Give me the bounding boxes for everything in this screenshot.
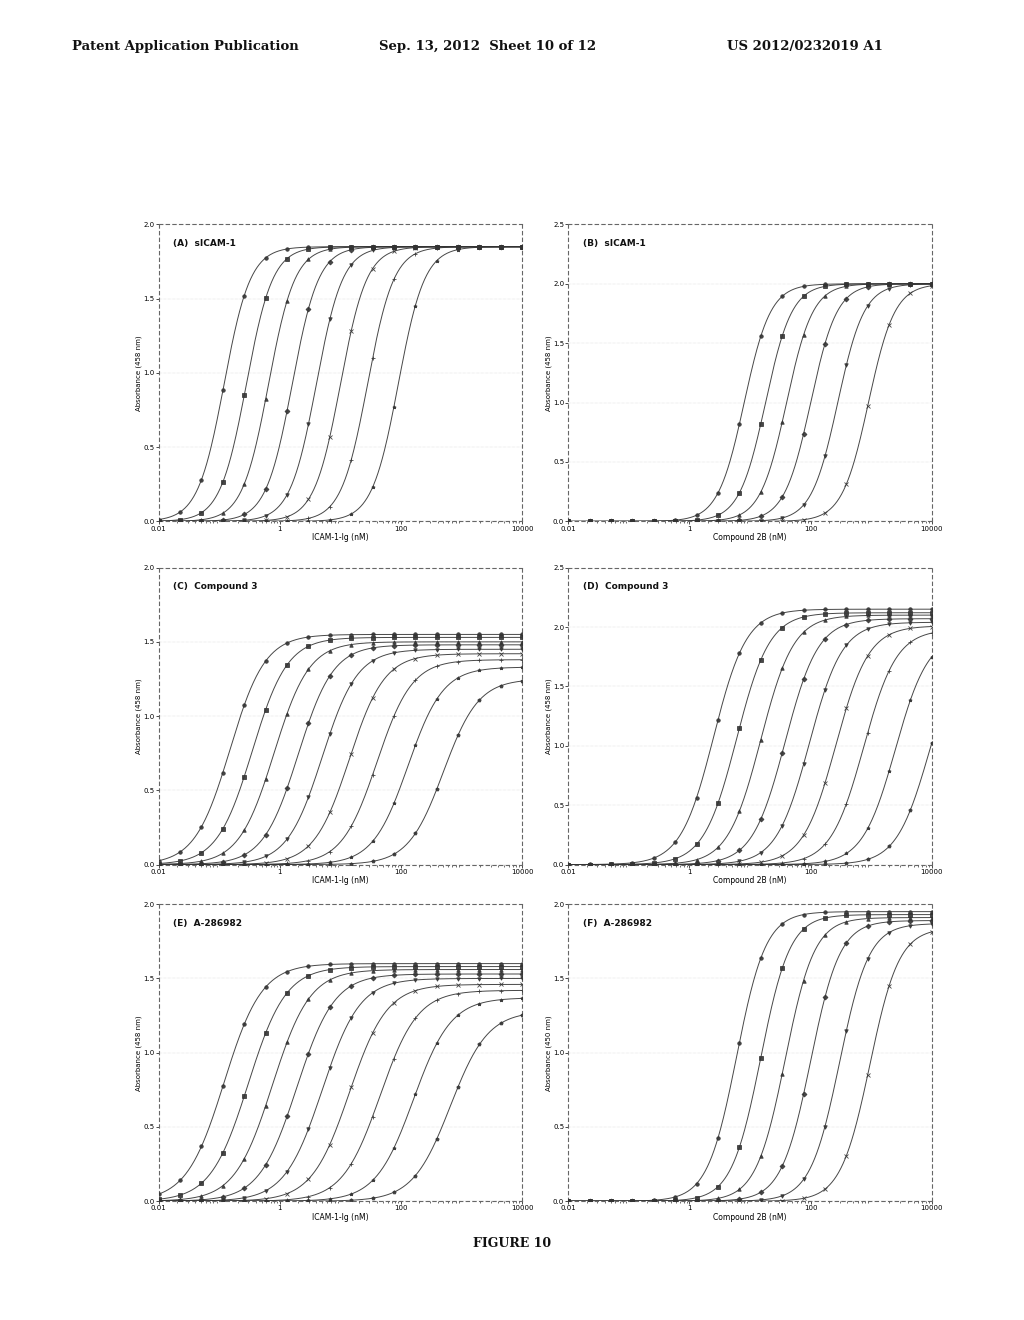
Text: Patent Application Publication: Patent Application Publication <box>72 40 298 53</box>
X-axis label: ICAM-1-Ig (nM): ICAM-1-Ig (nM) <box>312 876 369 886</box>
Text: (B)  sICAM-1: (B) sICAM-1 <box>583 239 645 248</box>
Text: (C)  Compound 3: (C) Compound 3 <box>173 582 258 591</box>
Text: FIGURE 10: FIGURE 10 <box>473 1237 551 1250</box>
Y-axis label: Absorbance (458 nm): Absorbance (458 nm) <box>135 335 142 411</box>
Y-axis label: Absorbance (458 nm): Absorbance (458 nm) <box>135 678 142 754</box>
X-axis label: ICAM-1-Ig (nM): ICAM-1-Ig (nM) <box>312 533 369 543</box>
X-axis label: Compound 2B (nM): Compound 2B (nM) <box>714 1213 786 1222</box>
Text: (A)  sICAM-1: (A) sICAM-1 <box>173 239 237 248</box>
Text: (E)  A-286982: (E) A-286982 <box>173 919 243 928</box>
X-axis label: ICAM-1-Ig (nM): ICAM-1-Ig (nM) <box>312 1213 369 1222</box>
Y-axis label: Absorbance (450 nm): Absorbance (450 nm) <box>545 1015 552 1090</box>
Text: US 2012/0232019 A1: US 2012/0232019 A1 <box>727 40 883 53</box>
Y-axis label: Absorbance (458 nm): Absorbance (458 nm) <box>545 335 552 411</box>
Y-axis label: Absorbance (458 nm): Absorbance (458 nm) <box>135 1015 142 1090</box>
Y-axis label: Absorbance (458 nm): Absorbance (458 nm) <box>545 678 552 754</box>
X-axis label: Compound 2B (nM): Compound 2B (nM) <box>714 876 786 886</box>
X-axis label: Compound 2B (nM): Compound 2B (nM) <box>714 533 786 543</box>
Text: (D)  Compound 3: (D) Compound 3 <box>583 582 669 591</box>
Text: Sep. 13, 2012  Sheet 10 of 12: Sep. 13, 2012 Sheet 10 of 12 <box>379 40 596 53</box>
Text: (F)  A-286982: (F) A-286982 <box>583 919 652 928</box>
